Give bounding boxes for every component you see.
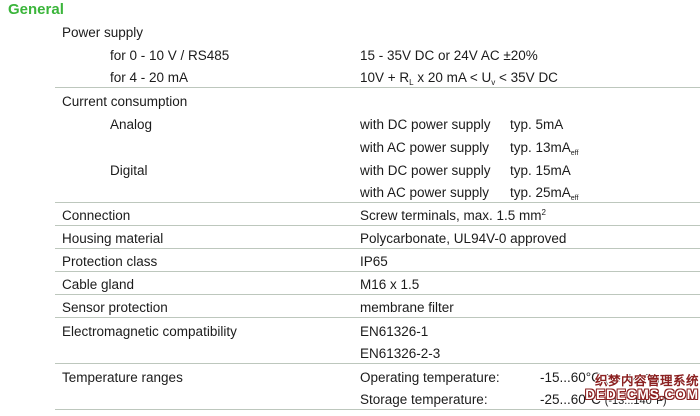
watermark: 织梦内容管理系统 DEDECMS.COM — [585, 374, 699, 402]
row-label: Electromagnetic compatibility — [62, 324, 237, 339]
typ-value: typ. 13mAeff — [510, 140, 579, 157]
row-emc-2: EN61326-2-3 — [55, 341, 700, 364]
subscript-eff: eff — [570, 150, 579, 157]
row-value: IP65 — [360, 254, 388, 269]
row-label: for 4 - 20 mA — [110, 70, 189, 85]
row-cable-gland: Cable gland M16 x 1.5 — [55, 272, 700, 295]
row-label: Connection — [62, 208, 131, 223]
row-value: Polycarbonate, UL94V-0 approved — [360, 231, 567, 246]
row-analog-ac: with AC power supply typ. 13mAeff — [55, 134, 700, 157]
subscript-v: v — [491, 78, 496, 87]
row-value: M16 x 1.5 — [360, 277, 420, 292]
superscript-2: 2 — [541, 208, 546, 217]
temp-storage-fahrenheit: (-13...140°F) — [604, 395, 667, 407]
row-label: Analog — [110, 117, 153, 132]
row-protection-class: Protection class IP65 — [55, 249, 700, 272]
row-value: EN61326-2-3 — [360, 346, 441, 361]
row-label: Temperature ranges — [62, 370, 183, 385]
temp-operating-label: Operating temperature: — [360, 370, 500, 385]
row-label: Power supply — [62, 25, 144, 40]
row-digital-ac: with AC power supply typ. 25mAeff — [55, 180, 700, 203]
row-sensor-protection: Sensor protection membrane filter — [55, 295, 700, 318]
typ-value: typ. 25mAeff — [510, 185, 579, 202]
row-label: Digital — [110, 163, 148, 178]
watermark-chinese-text: 织梦内容管理系统 — [594, 374, 699, 388]
row-power-supply: Power supply — [55, 19, 700, 42]
row-value: 15 - 35V DC or 24V AC ±20% — [360, 48, 538, 63]
row-label: Housing material — [62, 231, 164, 246]
row-connection: Connection Screw terminals, max. 1.5 mm2 — [55, 203, 700, 226]
typ-value: typ. 5mA — [510, 117, 564, 132]
row-value: 10V + RL x 20 mA < Uv < 35V DC — [360, 70, 558, 87]
temp-storage-label: Storage temperature: — [360, 392, 488, 407]
row-ps-010v: for 0 - 10 V / RS485 15 - 35V DC or 24V … — [55, 42, 700, 65]
row-housing-material: Housing material Polycarbonate, UL94V-0 … — [55, 226, 700, 249]
subscript-L: L — [409, 78, 414, 87]
row-ps-420ma: for 4 - 20 mA 10V + RL x 20 mA < Uv < 35… — [55, 65, 700, 88]
row-value: with AC power supply — [360, 185, 490, 200]
row-analog-dc: Analog with DC power supply typ. 5mA — [55, 111, 700, 134]
temp-operating-fahrenheit: ( 5...140°F) — [604, 373, 660, 385]
temp-operating-value: -15...60°C ( 5...140°F) — [540, 370, 660, 385]
watermark-dedecms-text: DEDECMS.COM — [585, 387, 699, 402]
row-temp-operating: Temperature ranges Operating temperature… — [55, 364, 700, 387]
row-value: membrane filter — [360, 300, 454, 315]
section-heading: General — [8, 1, 64, 18]
row-label: Cable gland — [62, 277, 135, 292]
row-value: with AC power supply — [360, 140, 490, 155]
row-value: with DC power supply — [360, 163, 491, 178]
temp-storage-value: -25...60°C (-13...140°F) — [540, 392, 667, 407]
row-emc-1: Electromagnetic compatibility EN61326-1 — [55, 318, 700, 341]
row-temp-storage: Storage temperature: -25...60°C (-13...1… — [55, 387, 700, 410]
subscript-eff: eff — [570, 195, 579, 202]
row-digital-dc: Digital with DC power supply typ. 15mA — [55, 157, 700, 180]
row-value: with DC power supply — [360, 117, 491, 132]
row-value: Screw terminals, max. 1.5 mm2 — [360, 208, 546, 223]
row-label: Protection class — [62, 254, 158, 269]
row-label: Current consumption — [62, 94, 188, 109]
typ-value: typ. 15mA — [510, 163, 571, 178]
row-current-consumption: Current consumption — [55, 88, 700, 111]
row-label: Sensor protection — [62, 300, 168, 315]
row-label: for 0 - 10 V / RS485 — [110, 48, 230, 63]
row-value: EN61326-1 — [360, 324, 429, 339]
